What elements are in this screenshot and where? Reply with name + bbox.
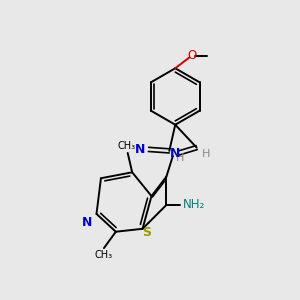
Text: CH₃: CH₃ — [117, 141, 135, 151]
Text: NH₂: NH₂ — [183, 199, 206, 212]
Text: N: N — [82, 216, 92, 229]
Text: O: O — [187, 49, 196, 62]
Text: H: H — [202, 149, 210, 159]
Text: N: N — [135, 143, 145, 156]
Text: CH₃: CH₃ — [95, 250, 113, 260]
Text: H: H — [176, 153, 184, 163]
Text: S: S — [142, 226, 152, 239]
Text: N: N — [170, 147, 181, 160]
